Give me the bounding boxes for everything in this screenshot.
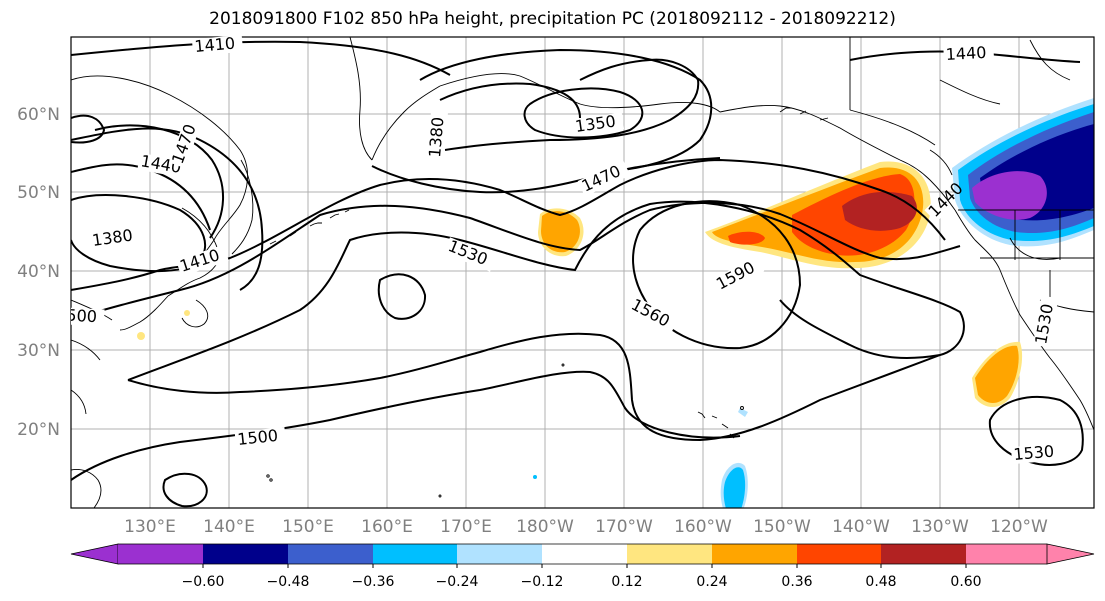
- colorbar-tick-label: 0.60: [950, 574, 981, 590]
- colorbar-tick-label: −0.60: [182, 574, 225, 590]
- map-title: 2018091800 F102 850 hPa height, precipit…: [209, 9, 896, 29]
- lon-label: 120°W: [990, 517, 1048, 537]
- lat-label: 50°N: [17, 183, 60, 203]
- colorbar-swatch: [797, 544, 881, 564]
- colorbar-swatch: [966, 544, 1047, 564]
- contour-label: 1470: [579, 161, 624, 195]
- precip-negative-tropics: [533, 408, 748, 508]
- lat-label: 30°N: [17, 341, 60, 361]
- contour-label: 1530: [1031, 302, 1057, 345]
- precip-positive-baja: [972, 341, 1023, 407]
- contour-label: 1500: [56, 305, 98, 326]
- islands: [266, 107, 829, 498]
- colorbar-swatch: [373, 544, 457, 564]
- contour-label: 1560: [628, 295, 673, 331]
- height-contours: [71, 40, 1084, 508]
- precip-negative-pacific-nw: [952, 98, 1094, 247]
- colorbar-swatch: [118, 544, 203, 564]
- lon-label: 170°E: [440, 517, 492, 537]
- colorbar-swatch: [627, 544, 712, 564]
- contour-label: 1380: [425, 116, 447, 158]
- colorbar-tick-label: 0.48: [865, 574, 896, 590]
- colorbar-tick-label: 0.12: [611, 574, 642, 590]
- lon-label: 160°W: [674, 517, 732, 537]
- lat-label: 20°N: [17, 420, 60, 440]
- lon-label: 140°E: [203, 517, 255, 537]
- contour-label: 1440: [945, 43, 987, 64]
- lat-label: 40°N: [17, 262, 60, 282]
- lon-label: 140°W: [832, 517, 890, 537]
- colorbar-tick-label: 0.24: [696, 574, 727, 590]
- coastlines: [71, 37, 1094, 508]
- colorbar: −0.60 −0.48 −0.36 −0.24 −0.12 0.12 0.24 …: [70, 543, 1095, 590]
- precip-positive-ne-pacific: [705, 161, 931, 269]
- lat-label: 60°N: [17, 105, 60, 125]
- colorbar-tick-label: 0.36: [781, 574, 812, 590]
- lon-label: 180°W: [516, 517, 574, 537]
- colorbar-tick-label: −0.12: [521, 574, 564, 590]
- contour-label: 1590: [713, 258, 758, 294]
- precip-positive-japan: [137, 310, 190, 340]
- colorbar-swatch: [712, 544, 797, 564]
- colorbar-swatch: [881, 544, 966, 564]
- lon-label: 150°W: [753, 517, 811, 537]
- colorbar-tick-label: −0.48: [267, 574, 310, 590]
- colorbar-swatch: [288, 544, 373, 564]
- lon-label: 150°E: [282, 517, 334, 537]
- colorbar-swatch: [203, 544, 288, 564]
- colorbar-swatch: [542, 544, 627, 564]
- map-frame: [70, 36, 1095, 509]
- colorbar-tick-label: −0.24: [436, 574, 479, 590]
- lon-label: 170°W: [595, 517, 653, 537]
- contour-label: 1380: [91, 225, 134, 249]
- lon-label: 130°W: [911, 517, 969, 537]
- colorbar-tick-label: −0.36: [352, 574, 395, 590]
- colorbar-swatch: [457, 544, 542, 564]
- contour-label: 1530: [1013, 442, 1055, 464]
- contour-label: 1410: [194, 34, 236, 56]
- gridlines: [71, 37, 1094, 508]
- contour-label: 1530: [446, 236, 491, 269]
- colorbar-extend-low: [70, 543, 119, 565]
- lon-label: 130°E: [124, 517, 176, 537]
- contour-label: 1500: [236, 426, 278, 449]
- colorbar-extend-high: [1046, 543, 1095, 565]
- lon-label: 160°E: [361, 517, 413, 537]
